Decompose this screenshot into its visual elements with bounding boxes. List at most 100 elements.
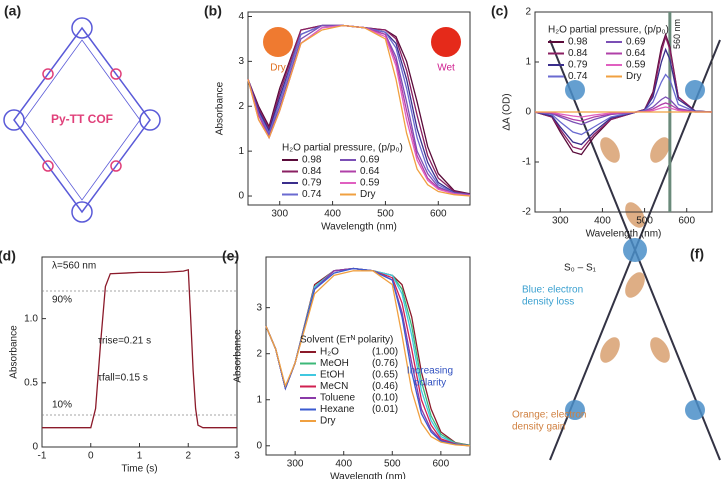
- x-tick-label: 400: [324, 209, 341, 220]
- reference-label: 560 nm: [672, 19, 682, 49]
- legend-label: 0.69: [360, 155, 380, 166]
- orange-note: Orange; electron: [512, 410, 587, 421]
- y-tick-label: 0: [238, 191, 244, 202]
- legend-polarity: (0.10): [372, 393, 398, 404]
- legend-label: 0.84: [568, 48, 588, 59]
- x-tick-label: 500: [377, 209, 394, 220]
- legend-label: MeOH: [320, 358, 349, 369]
- legend-label: 0.74: [302, 189, 322, 200]
- x-tick-label: 300: [287, 459, 304, 470]
- annotation: 10%: [52, 400, 72, 411]
- x-axis-label: Wavelength (nm): [586, 229, 662, 240]
- y-tick-label: 1: [256, 394, 262, 405]
- legend-label: 0.59: [626, 60, 646, 71]
- y-axis-label: Absorbance: [215, 81, 226, 135]
- y-tick-label: 0: [256, 440, 262, 451]
- annotation: polarity: [414, 378, 446, 389]
- transition: S₀ – S₁: [564, 263, 597, 274]
- legend-label: MeCN: [320, 381, 348, 392]
- annotation: 90%: [52, 295, 72, 306]
- y-tick-label: 4: [238, 11, 244, 22]
- x-tick-label: 0: [88, 451, 94, 462]
- legend-polarity: (0.65): [372, 370, 398, 381]
- series-line: [42, 268, 237, 429]
- annotation: τrise=0.21 s: [98, 336, 151, 347]
- plot-frame: [41, 256, 238, 448]
- x-tick-label: 600: [430, 209, 447, 220]
- legend-label: 0.64: [360, 166, 380, 177]
- legend-label: 0.79: [302, 178, 322, 189]
- x-tick-label: 1: [137, 451, 143, 462]
- y-tick-label: 2: [525, 7, 531, 18]
- panel-label: (e): [222, 248, 239, 264]
- series-line: [247, 24, 471, 197]
- y-tick-label: -1: [522, 157, 531, 168]
- panel-label: (b): [204, 3, 222, 19]
- legend-label: 0.79: [568, 60, 588, 71]
- legend-polarity: (0.76): [372, 358, 398, 369]
- y-tick-label: 1.0: [24, 313, 38, 324]
- legend-label: 0.74: [568, 71, 588, 82]
- x-tick-label: 400: [335, 459, 352, 470]
- orange-note: density gain: [512, 422, 565, 433]
- legend-label: 0.98: [302, 155, 322, 166]
- annotation: Increasing: [407, 366, 453, 377]
- legend-label: Dry: [320, 416, 336, 427]
- wet-inset: [431, 27, 461, 57]
- series-line: [265, 270, 471, 447]
- legend-polarity: (0.01): [372, 404, 398, 415]
- x-tick-label: 500: [384, 459, 401, 470]
- blue-note: Blue: electron: [522, 285, 583, 296]
- legend-title: H₂O partial pressure, (p/p₀): [282, 143, 403, 154]
- x-tick-label: 600: [678, 216, 695, 227]
- legend-label: EtOH: [320, 370, 344, 381]
- y-axis-label: Absorbance: [233, 329, 244, 383]
- annotation: τfall=0.15 s: [98, 373, 148, 384]
- legend-title: Solvent (Eᴛᴺ polarity): [300, 335, 393, 346]
- x-tick-label: -1: [38, 451, 47, 462]
- x-axis-label: Wavelength (nm): [321, 222, 397, 233]
- x-tick-label: 300: [552, 216, 569, 227]
- legend-polarity: (0.46): [372, 381, 398, 392]
- panel-label: (c): [491, 3, 508, 19]
- cof-structure: [3, 17, 161, 223]
- x-tick-label: 3: [234, 451, 240, 462]
- y-tick-label: 1: [525, 57, 531, 68]
- series-line: [247, 24, 471, 195]
- plot-frame: [265, 256, 471, 456]
- legend-label: 0.64: [626, 48, 646, 59]
- legend-label: 0.59: [360, 178, 380, 189]
- y-tick-label: 2: [256, 348, 262, 359]
- y-axis-label: Absorbance: [9, 325, 20, 379]
- y-tick-label: 0.5: [24, 377, 38, 388]
- y-tick-label: 0: [32, 442, 38, 453]
- panel-label: (f): [690, 246, 704, 262]
- legend-label: H₂O: [320, 347, 339, 358]
- y-tick-label: 1: [238, 146, 244, 157]
- x-axis-label: Time (s): [121, 464, 157, 475]
- x-tick-label: 400: [594, 216, 611, 227]
- y-tick-label: 2: [238, 101, 244, 112]
- x-tick-label: 500: [636, 216, 653, 227]
- x-axis-label: Wavelength (nm): [330, 472, 406, 479]
- y-tick-label: -2: [522, 207, 531, 218]
- x-tick-label: 300: [271, 209, 288, 220]
- legend-label: 0.84: [302, 166, 322, 177]
- panel-label: (a): [4, 3, 21, 19]
- plot-frame: [247, 11, 471, 206]
- x-tick-label: 600: [433, 459, 450, 470]
- annotation: λ=560 nm: [52, 261, 96, 272]
- annotation: Wet: [437, 63, 455, 74]
- dry-inset: [263, 27, 293, 57]
- series-line: [247, 24, 471, 196]
- y-tick-label: 3: [256, 302, 262, 313]
- y-tick-label: 0: [525, 107, 531, 118]
- legend-label: Toluene: [320, 393, 355, 404]
- cof-title: Py-TT COF: [51, 112, 113, 126]
- legend-label: Hexane: [320, 404, 355, 415]
- x-tick-label: 2: [185, 451, 191, 462]
- legend-polarity: (1.00): [372, 347, 398, 358]
- legend-title: H₂O partial pressure, (p/p₀): [548, 25, 669, 36]
- legend-label: Dry: [360, 189, 376, 200]
